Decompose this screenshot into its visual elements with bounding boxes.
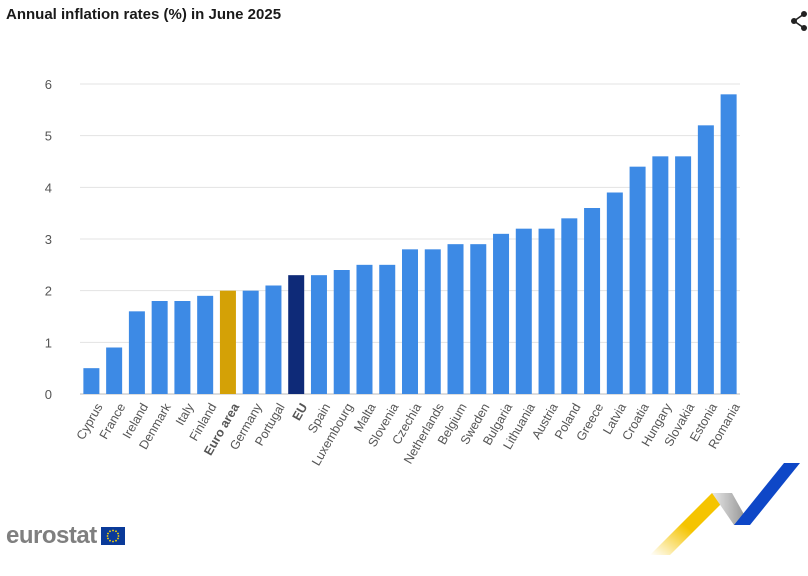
bar bbox=[606, 192, 623, 394]
bar bbox=[151, 301, 168, 394]
bar bbox=[402, 249, 418, 394]
bar bbox=[106, 347, 123, 394]
bar bbox=[652, 156, 669, 394]
share-icon[interactable] bbox=[790, 10, 808, 32]
bar bbox=[697, 125, 714, 394]
bar bbox=[720, 94, 737, 394]
chart-title: Annual inflation rates (%) in June 2025 bbox=[6, 6, 282, 23]
bar bbox=[561, 218, 578, 394]
y-tick-label: 2 bbox=[45, 284, 52, 299]
bar bbox=[242, 290, 259, 394]
bar bbox=[629, 166, 646, 394]
x-tick-label: EU bbox=[290, 401, 311, 423]
y-tick-label: 4 bbox=[45, 180, 52, 195]
bar bbox=[174, 301, 191, 394]
bar bbox=[333, 270, 350, 394]
bar bbox=[538, 228, 555, 394]
decorative-chevron bbox=[650, 463, 800, 555]
bar bbox=[197, 295, 214, 394]
eurostat-logo: eurostat bbox=[6, 522, 125, 550]
bar bbox=[379, 264, 396, 394]
bar bbox=[515, 228, 532, 394]
bar bbox=[288, 275, 305, 394]
bar bbox=[470, 244, 487, 394]
bar bbox=[265, 285, 282, 394]
bar bbox=[356, 264, 373, 394]
bar bbox=[424, 249, 441, 394]
y-tick-label: 3 bbox=[45, 232, 52, 247]
bar bbox=[83, 368, 100, 394]
bar bbox=[310, 275, 327, 394]
y-tick-label: 1 bbox=[45, 335, 52, 350]
logo-text: eurostat bbox=[6, 522, 97, 549]
bar bbox=[128, 311, 145, 394]
bar bbox=[219, 290, 236, 394]
bar bbox=[675, 156, 692, 394]
y-tick-label: 5 bbox=[45, 129, 52, 144]
bar bbox=[584, 208, 601, 394]
y-tick-label: 6 bbox=[45, 77, 52, 92]
bar bbox=[447, 244, 464, 394]
bar bbox=[493, 233, 510, 394]
eu-flag-icon bbox=[100, 527, 125, 545]
y-tick-label: 0 bbox=[45, 387, 52, 402]
